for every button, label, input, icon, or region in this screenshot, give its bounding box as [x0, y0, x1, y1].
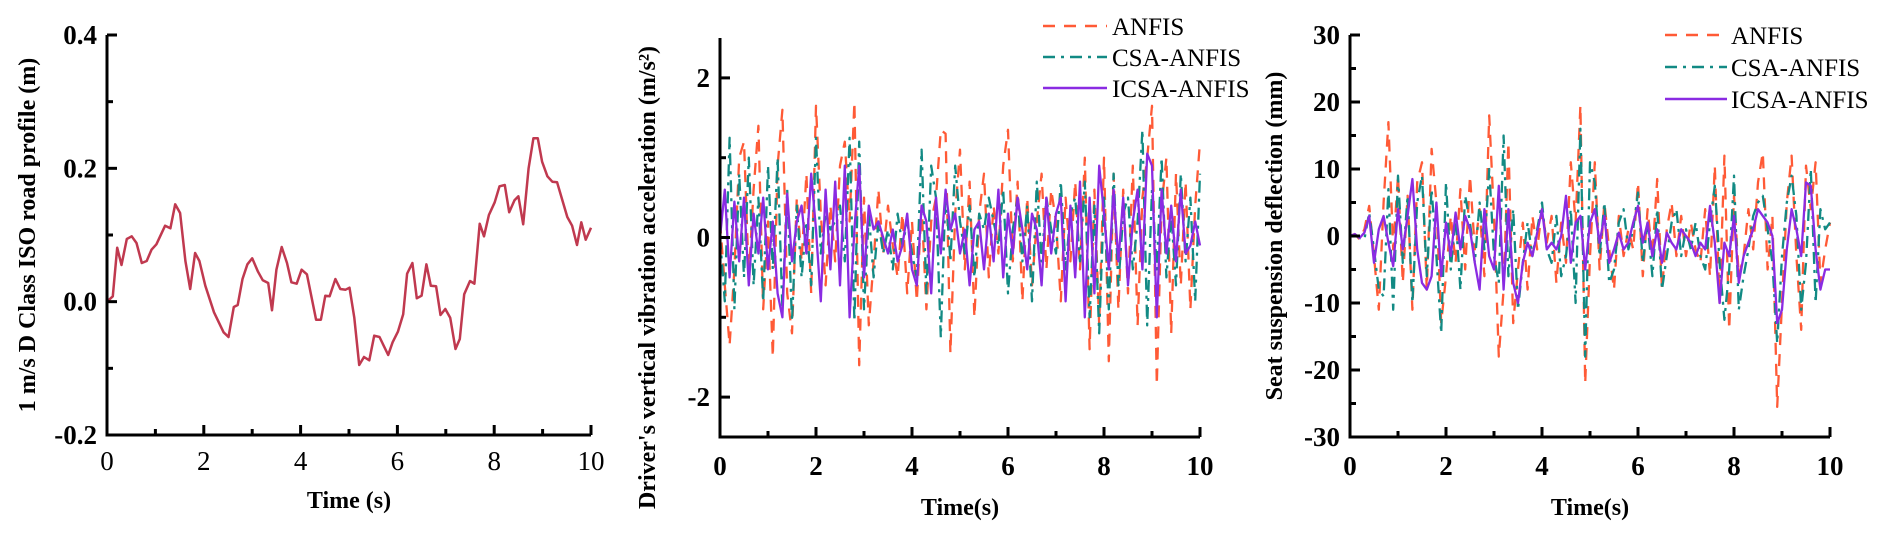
x-tick-label: 4 [1535, 451, 1549, 481]
y-tick-label: 0.2 [63, 153, 97, 183]
y-tick-label: 0.0 [63, 287, 97, 317]
x-tick-label: 6 [1001, 451, 1015, 481]
x-tick-label: 10 [578, 446, 605, 476]
panel-driver-acceleration: -2 0 2 0 2 4 6 8 10 Time(s) Driver's vertical vibr… [635, 14, 1250, 521]
y-tick-label: 0 [697, 223, 711, 253]
x-axis-title: Time (s) [307, 488, 391, 514]
y-axis-title: Driver's vertical vibration acceleration… [635, 46, 661, 509]
x-axis-title: Time(s) [1551, 495, 1629, 521]
series-line-anfis [718, 100, 1202, 387]
y-tick-label: -20 [1304, 355, 1340, 385]
y-axis-title: 1 m/s D Class ISO road profile (m) [15, 58, 41, 412]
legend-label: CSA-ANFIS [1112, 45, 1241, 72]
panel-seat-deflection: -30 -20 -10 0 10 20 30 0 2 4 6 8 10 Time(s) Seat suspe… [1262, 20, 1869, 521]
legend-label: CSA-ANFIS [1731, 55, 1860, 82]
y-tick-label: 0.4 [63, 20, 97, 50]
x-tick-label: 10 [1187, 451, 1214, 481]
x-tick-label: 0 [100, 446, 114, 476]
panel-road-profile: -0.2 0.0 0.2 0.4 0 2 4 6 8 10 Time (s) 1 m/s D Clas… [15, 20, 605, 514]
x-tick-label: 2 [197, 446, 211, 476]
x-tick-label: 2 [1439, 451, 1453, 481]
y-tick-label: -30 [1304, 422, 1340, 452]
axis-lines [105, 35, 591, 437]
x-tick-label: 6 [391, 446, 405, 476]
legend-label: ANFIS [1731, 23, 1803, 50]
x-tick-label: 0 [1343, 451, 1357, 481]
x-tick-label: 8 [1727, 451, 1741, 481]
x-tick-label: 10 [1817, 451, 1844, 481]
x-tick-label: 8 [487, 446, 501, 476]
series-line-csa-anfis [718, 128, 1202, 339]
legend-label: ICSA-ANFIS [1731, 87, 1869, 114]
series-line-icsa-anfis [1349, 177, 1830, 325]
y-tick-label: 0 [1327, 221, 1341, 251]
x-tick-label: 4 [905, 451, 919, 481]
y-tick-label: 2 [697, 63, 711, 93]
legend-label: ICSA-ANFIS [1112, 76, 1250, 103]
series-line-anfis [1349, 104, 1832, 409]
x-tick-label: 2 [809, 451, 823, 481]
x-axis-title: Time(s) [921, 495, 999, 521]
legend: ANFIS CSA-ANFIS ICSA-ANFIS [1665, 23, 1869, 114]
legend-label: ANFIS [1112, 14, 1184, 41]
x-tick-label: 4 [294, 446, 308, 476]
y-tick-label: 10 [1313, 154, 1340, 184]
y-tick-label: -10 [1304, 288, 1340, 318]
y-tick-label: 20 [1313, 87, 1340, 117]
y-tick-label: 30 [1313, 20, 1340, 50]
x-tick-label: 0 [713, 451, 727, 481]
x-tick-label: 8 [1097, 451, 1111, 481]
y-axis-title: Seat suspension deflection (mm) [1262, 72, 1288, 401]
legend: ANFIS CSA-ANFIS ICSA-ANFIS [1043, 14, 1250, 103]
y-tick-label: -2 [688, 382, 711, 412]
x-tick-label: 6 [1631, 451, 1645, 481]
series-line-icsa-anfis [718, 152, 1202, 319]
y-tick-label: -0.2 [54, 420, 97, 450]
series-line-road-profile [106, 137, 593, 367]
